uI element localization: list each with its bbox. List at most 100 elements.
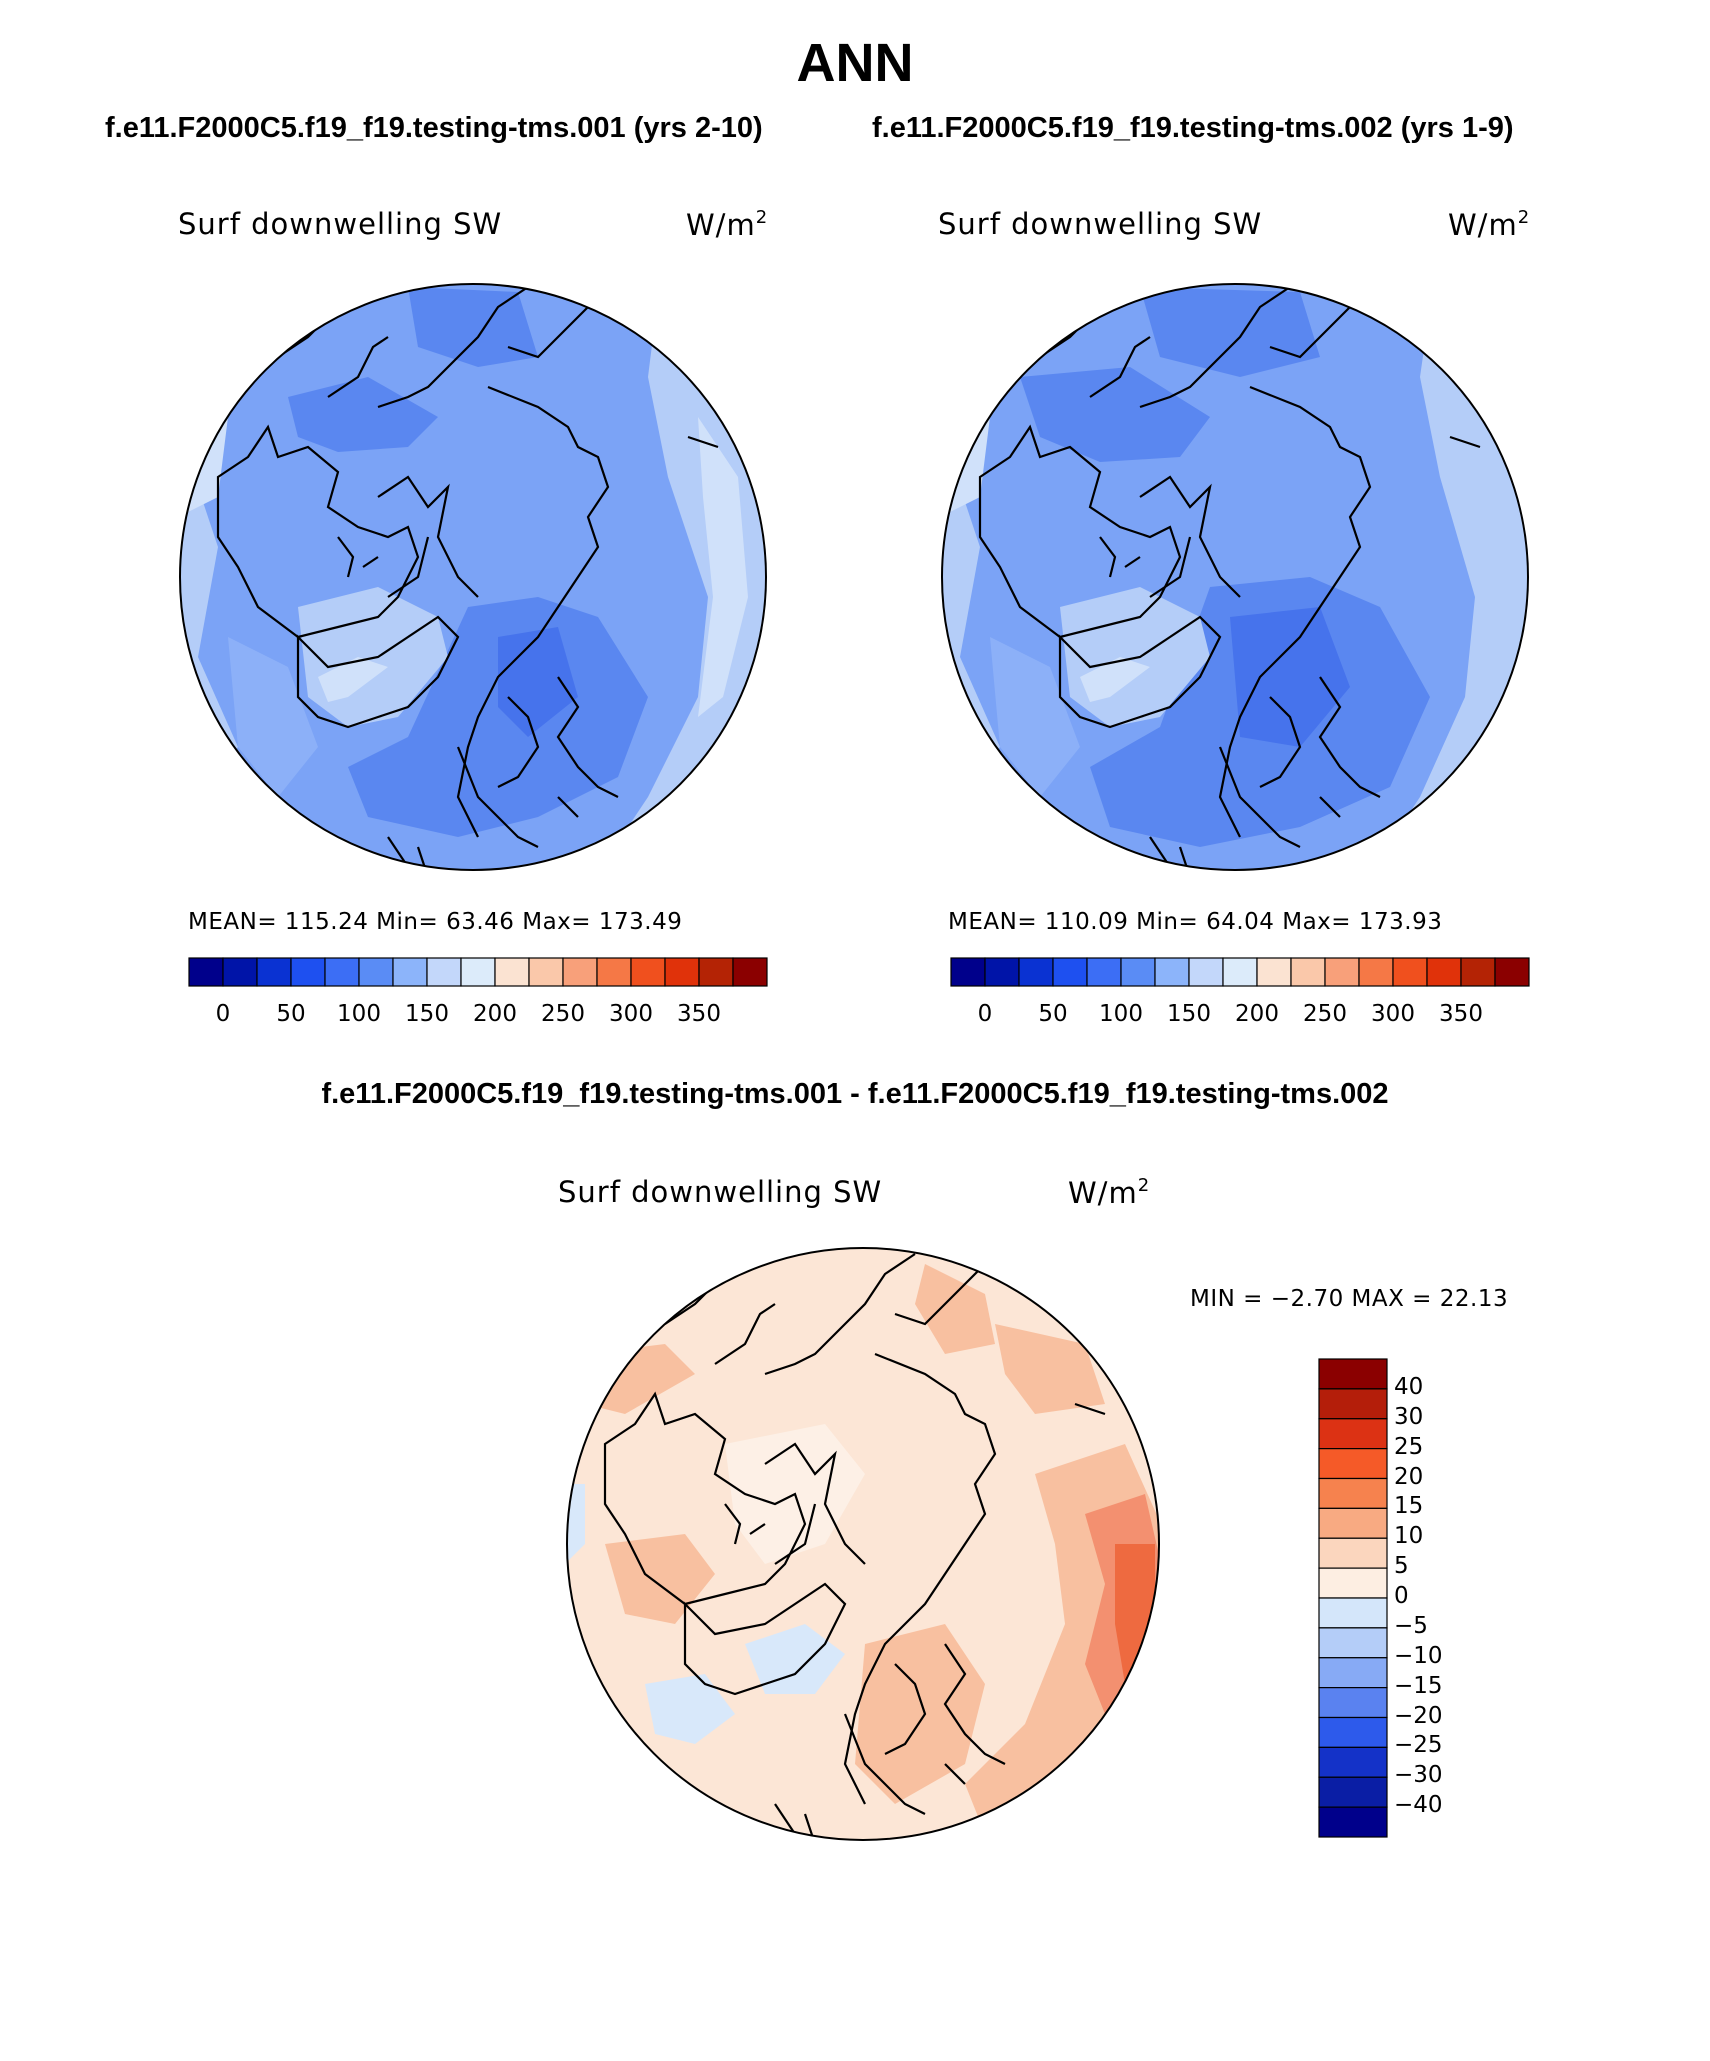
colorbar-box: [1318, 1597, 1388, 1629]
colorbar-box: [1318, 1806, 1388, 1838]
panel-b-map: [941, 283, 1529, 871]
colorbar-box: [732, 957, 768, 987]
colorbar-box: [1018, 957, 1054, 987]
colorbar-box: [1318, 1567, 1388, 1599]
panel-b-variable: Surf downwelling SW: [938, 207, 1263, 241]
colorbar-box: [494, 957, 530, 987]
colorbar-tick-label: 50: [1038, 1001, 1068, 1027]
colorbar-tick-label: 0: [977, 1001, 993, 1027]
colorbar-box: [1318, 1388, 1388, 1420]
colorbar-box: [324, 957, 360, 987]
colorbar-box: [1494, 957, 1530, 987]
colorbar-box: [1358, 957, 1394, 987]
colorbar-box: [596, 957, 632, 987]
colorbar-tick-label: −30: [1394, 1762, 1443, 1789]
colorbar-box: [1318, 1537, 1388, 1569]
colorbar-box: [1318, 1627, 1388, 1659]
colorbar-tick-label: 200: [473, 1001, 517, 1027]
colorbar-tick-label: 15: [1394, 1493, 1424, 1520]
page-title: ANN: [796, 33, 914, 93]
colorbar-tick-label: −10: [1394, 1642, 1443, 1669]
colorbar-box: [698, 957, 734, 987]
panel-a-coastlines: [216, 286, 719, 870]
colorbar-box: [460, 957, 496, 987]
diff-variable: Surf downwelling SW: [558, 1175, 883, 1209]
case-a-title: f.e11.F2000C5.f19_f19.testing-tms.001 (y…: [105, 112, 763, 144]
case-b-title: f.e11.F2000C5.f19_f19.testing-tms.002 (y…: [872, 112, 1514, 144]
colorbar-box: [1318, 1448, 1388, 1480]
diff-title: f.e11.F2000C5.f19_f19.testing-tms.001 - …: [321, 1078, 1389, 1110]
colorbar-tick-label: 150: [405, 1001, 449, 1027]
colorbar-tick-label: 350: [677, 1001, 721, 1027]
colorbar-tick-label: −5: [1394, 1612, 1428, 1639]
panel-a-variable: Surf downwelling SW: [178, 207, 503, 241]
colorbar-tick-label: 100: [1099, 1001, 1143, 1027]
colorbar-box: [1324, 957, 1360, 987]
colorbar-box: [664, 957, 700, 987]
panel-a-units: W/m2: [686, 207, 769, 242]
colorbar-box: [1318, 1418, 1388, 1450]
colorbar-box: [1120, 957, 1156, 987]
colorbar-box: [1154, 957, 1190, 987]
colorbar-box: [1318, 1746, 1388, 1778]
colorbar-box: [1256, 957, 1292, 987]
panel-b-stats: MEAN= 110.09 Min= 64.04 Max= 173.93: [948, 909, 1443, 935]
colorbar-tick-label: 20: [1394, 1463, 1424, 1490]
colorbar-tick-label: −15: [1394, 1672, 1443, 1699]
colorbar-box: [1318, 1716, 1388, 1748]
colorbar-tick-label: 250: [541, 1001, 585, 1027]
colorbar-box: [1318, 1657, 1388, 1689]
colorbar-tick-label: −40: [1394, 1792, 1443, 1819]
colorbar-box: [1318, 1358, 1388, 1390]
colorbar-box: [1222, 957, 1258, 987]
colorbar-box: [290, 957, 326, 987]
colorbar-box: [528, 957, 564, 987]
colorbar-box: [950, 957, 986, 987]
colorbar-box: [1318, 1687, 1388, 1719]
colorbar-tick-label: 300: [1371, 1001, 1415, 1027]
panel-a-contour-field: [180, 284, 766, 870]
colorbar-tick-label: 25: [1394, 1433, 1424, 1460]
colorbar-tick-label: 300: [609, 1001, 653, 1027]
colorbar-tick-label: 150: [1167, 1001, 1211, 1027]
colorbar-box: [256, 957, 292, 987]
colorbar-box: [1188, 957, 1224, 987]
diff-colorbar: [1318, 1358, 1388, 1838]
panel-b-units: W/m2: [1448, 207, 1531, 242]
colorbar-box: [984, 957, 1020, 987]
colorbar-box: [188, 957, 224, 987]
colorbar-box: [1318, 1776, 1388, 1808]
colorbar-tick-label: 0: [1394, 1583, 1409, 1609]
colorbar-box: [426, 957, 462, 987]
colorbar-box: [1426, 957, 1462, 987]
colorbar-tick-label: 5: [1394, 1553, 1409, 1580]
colorbar-tick-label: 100: [337, 1001, 381, 1027]
colorbar-box: [1318, 1477, 1388, 1509]
colorbar-tick-label: 30: [1394, 1403, 1424, 1430]
diff-units: W/m2: [1068, 1175, 1151, 1210]
panel-a-map: [179, 283, 767, 871]
colorbar-tick-label: 50: [276, 1001, 306, 1027]
colorbar-tick-label: 0: [215, 1001, 231, 1027]
colorbar-box: [1392, 957, 1428, 987]
colorbar-box: [1086, 957, 1122, 987]
colorbar-box: [1290, 957, 1326, 987]
colorbar-box: [630, 957, 666, 987]
colorbar-tick-label: 250: [1303, 1001, 1347, 1027]
colorbar-box: [358, 957, 394, 987]
panel-a-colorbar: [188, 957, 768, 987]
diff-map: [566, 1247, 1160, 1841]
colorbar-box: [392, 957, 428, 987]
colorbar-box: [562, 957, 598, 987]
colorbar-box: [1318, 1507, 1388, 1539]
colorbar-tick-label: 10: [1394, 1523, 1424, 1550]
diff-stats: MIN = −2.70 MAX = 22.13: [1190, 1286, 1509, 1312]
colorbar-box: [1052, 957, 1088, 987]
panel-b-colorbar: [950, 957, 1530, 987]
colorbar-tick-label: 200: [1235, 1001, 1279, 1027]
panel-a-stats: MEAN= 115.24 Min= 63.46 Max= 173.49: [188, 909, 683, 935]
colorbar-box: [1460, 957, 1496, 987]
colorbar-tick-label: 40: [1394, 1373, 1424, 1400]
colorbar-tick-label: 350: [1439, 1001, 1483, 1027]
colorbar-box: [222, 957, 258, 987]
